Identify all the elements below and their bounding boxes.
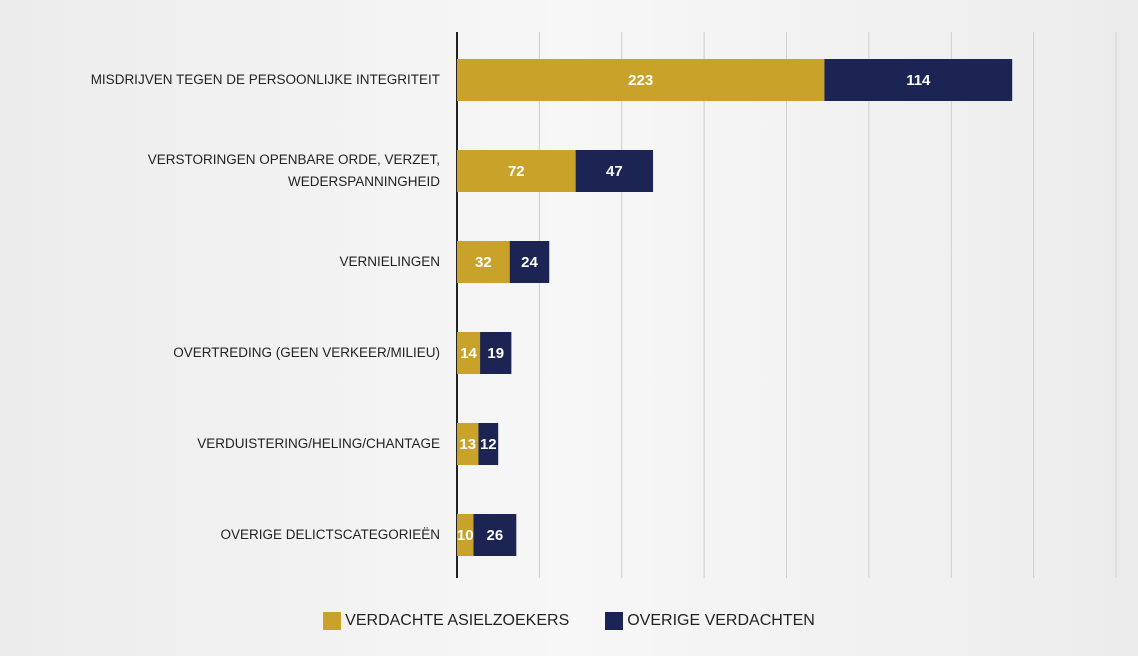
legend-item: OVERIGE VERDACHTEN <box>605 612 815 630</box>
category-label: MISDRIJVEN TEGEN DE PERSOONLIJKE INTEGRI… <box>90 72 440 87</box>
bar-segment <box>457 332 481 374</box>
bar-segment <box>457 423 479 465</box>
bar-segment <box>478 423 499 465</box>
legend-label: OVERIGE VERDACHTEN <box>627 612 815 629</box>
value-label: 26 <box>487 527 504 544</box>
category-label: VERNIELINGEN <box>339 254 440 269</box>
bar-segment <box>480 332 512 374</box>
legend-swatch <box>323 612 342 630</box>
value-label: 72 <box>508 163 525 180</box>
value-label: 12 <box>480 436 497 453</box>
bar-segment <box>473 514 517 556</box>
value-label: 114 <box>906 72 931 89</box>
bar-segment <box>824 59 1013 101</box>
value-label: 19 <box>487 345 504 362</box>
legend: VERDACHTE ASIELZOEKERS OVERIGE VERDACHTEN <box>0 612 1138 630</box>
value-label: 14 <box>460 345 477 362</box>
category-label: OVERTREDING (GEEN VERKEER/MILIEU) <box>173 345 440 360</box>
legend-swatch <box>605 612 624 630</box>
value-label: 24 <box>521 254 538 271</box>
value-label: 223 <box>628 72 653 89</box>
value-label: 47 <box>606 163 623 180</box>
bar-segment <box>509 241 550 283</box>
value-label: 10 <box>457 527 474 544</box>
legend-item: VERDACHTE ASIELZOEKERS <box>323 612 569 630</box>
bar-segment <box>457 59 825 101</box>
bar-segment <box>457 150 576 192</box>
category-label: OVERIGE DELICTSCATEGORIEËN <box>220 527 440 542</box>
category-label: VERDUISTERING/HELING/CHANTAGE <box>197 436 440 451</box>
category-label: VERSTORINGEN OPENBARE ORDE, VERZET, WEDE… <box>147 152 440 189</box>
bar-segment <box>457 514 474 556</box>
value-label: 13 <box>459 436 476 453</box>
legend-label: VERDACHTE ASIELZOEKERS <box>345 612 570 629</box>
value-label: 32 <box>475 254 492 271</box>
bar-segment <box>575 150 654 192</box>
bar-segment <box>457 241 510 283</box>
